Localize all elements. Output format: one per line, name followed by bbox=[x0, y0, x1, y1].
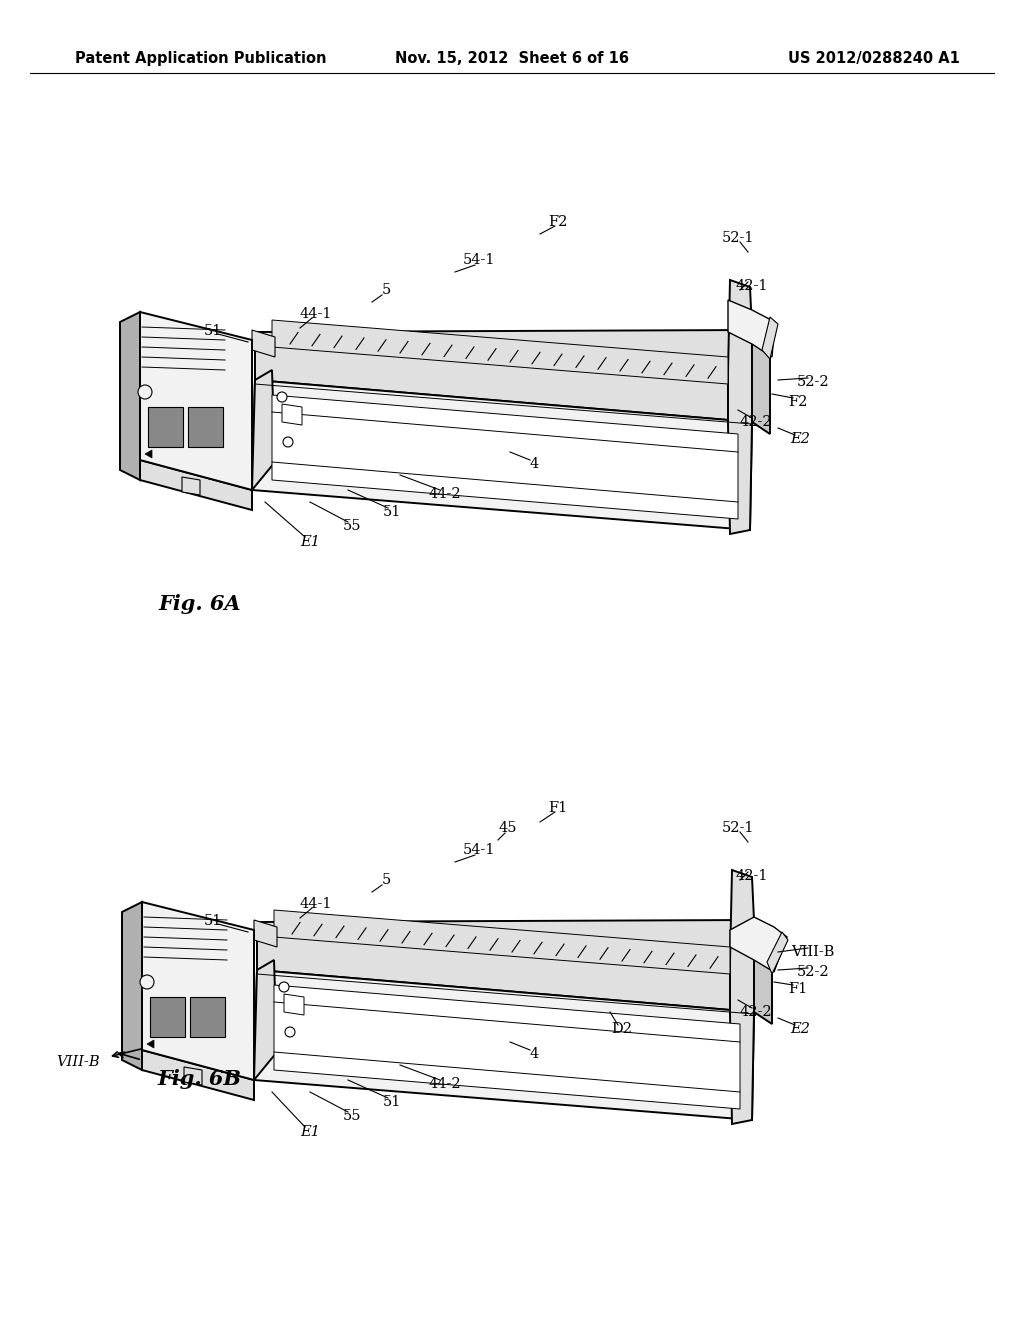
Polygon shape bbox=[282, 404, 302, 425]
Text: F2: F2 bbox=[788, 395, 808, 409]
Text: F1: F1 bbox=[788, 982, 808, 997]
Bar bbox=[190, 997, 225, 1038]
Circle shape bbox=[138, 385, 152, 399]
Polygon shape bbox=[252, 380, 752, 531]
Text: 52-1: 52-1 bbox=[722, 821, 755, 836]
Text: 42-1: 42-1 bbox=[736, 869, 768, 883]
Text: VIII-B: VIII-B bbox=[56, 1055, 100, 1069]
Polygon shape bbox=[140, 312, 252, 490]
Polygon shape bbox=[274, 985, 740, 1109]
Bar bbox=[148, 407, 183, 447]
Text: E2: E2 bbox=[791, 432, 810, 446]
Text: Fig. 6A: Fig. 6A bbox=[159, 594, 241, 614]
Text: 5: 5 bbox=[381, 282, 390, 297]
Polygon shape bbox=[120, 312, 140, 480]
Text: 52-2: 52-2 bbox=[797, 965, 829, 979]
Bar bbox=[188, 407, 223, 447]
Polygon shape bbox=[145, 450, 152, 458]
Polygon shape bbox=[752, 330, 770, 434]
Polygon shape bbox=[284, 994, 304, 1015]
Text: 51: 51 bbox=[204, 913, 222, 928]
Text: 51: 51 bbox=[204, 323, 222, 338]
Polygon shape bbox=[140, 459, 252, 510]
Polygon shape bbox=[142, 1049, 254, 1100]
Text: 55: 55 bbox=[343, 519, 361, 533]
Circle shape bbox=[278, 392, 287, 403]
Text: E1: E1 bbox=[300, 1125, 319, 1139]
Text: Nov. 15, 2012  Sheet 6 of 16: Nov. 15, 2012 Sheet 6 of 16 bbox=[395, 51, 629, 66]
Text: 44-2: 44-2 bbox=[429, 487, 462, 502]
Polygon shape bbox=[184, 1067, 202, 1085]
Text: 4: 4 bbox=[529, 1047, 539, 1061]
Text: 42-2: 42-2 bbox=[739, 1005, 772, 1019]
Text: F1: F1 bbox=[549, 801, 567, 814]
Polygon shape bbox=[272, 319, 728, 384]
Text: 42-1: 42-1 bbox=[736, 279, 768, 293]
Polygon shape bbox=[754, 920, 772, 1024]
Polygon shape bbox=[730, 917, 787, 972]
Text: 54-1: 54-1 bbox=[463, 843, 496, 857]
Text: US 2012/0288240 A1: US 2012/0288240 A1 bbox=[788, 51, 961, 66]
Polygon shape bbox=[122, 902, 142, 1071]
Text: VIII-B: VIII-B bbox=[792, 945, 835, 960]
Text: 44-1: 44-1 bbox=[300, 898, 332, 911]
Polygon shape bbox=[274, 909, 730, 974]
Text: 4: 4 bbox=[529, 457, 539, 471]
Text: 52-2: 52-2 bbox=[797, 375, 829, 389]
Polygon shape bbox=[252, 330, 275, 356]
Text: 51: 51 bbox=[383, 506, 401, 519]
Polygon shape bbox=[272, 395, 738, 519]
Text: 54-1: 54-1 bbox=[463, 253, 496, 267]
Text: 52-1: 52-1 bbox=[722, 231, 755, 246]
Text: F2: F2 bbox=[548, 215, 567, 228]
Polygon shape bbox=[730, 870, 754, 1125]
Polygon shape bbox=[254, 970, 754, 1119]
Circle shape bbox=[285, 1027, 295, 1038]
Polygon shape bbox=[254, 920, 278, 946]
Text: 44-2: 44-2 bbox=[429, 1077, 462, 1092]
Polygon shape bbox=[257, 920, 754, 1012]
Text: 42-2: 42-2 bbox=[739, 414, 772, 429]
Text: 45: 45 bbox=[499, 821, 517, 836]
Polygon shape bbox=[767, 932, 788, 974]
Polygon shape bbox=[255, 330, 752, 422]
Text: Fig. 6B: Fig. 6B bbox=[158, 1069, 242, 1089]
Text: 5: 5 bbox=[381, 873, 390, 887]
Polygon shape bbox=[142, 902, 254, 1080]
Circle shape bbox=[283, 437, 293, 447]
Polygon shape bbox=[147, 1040, 154, 1048]
Text: D2: D2 bbox=[611, 1022, 633, 1036]
Bar bbox=[150, 997, 185, 1038]
Polygon shape bbox=[254, 960, 278, 1080]
Text: 55: 55 bbox=[343, 1109, 361, 1123]
Polygon shape bbox=[728, 300, 775, 356]
Text: 51: 51 bbox=[383, 1096, 401, 1109]
Text: E1: E1 bbox=[300, 535, 319, 549]
Text: 44-1: 44-1 bbox=[300, 308, 332, 321]
Polygon shape bbox=[182, 477, 200, 495]
Text: E2: E2 bbox=[791, 1022, 810, 1036]
Polygon shape bbox=[252, 370, 275, 490]
Polygon shape bbox=[762, 317, 778, 359]
Text: Patent Application Publication: Patent Application Publication bbox=[75, 51, 327, 66]
Polygon shape bbox=[728, 280, 752, 535]
Circle shape bbox=[140, 975, 154, 989]
Circle shape bbox=[279, 982, 289, 993]
